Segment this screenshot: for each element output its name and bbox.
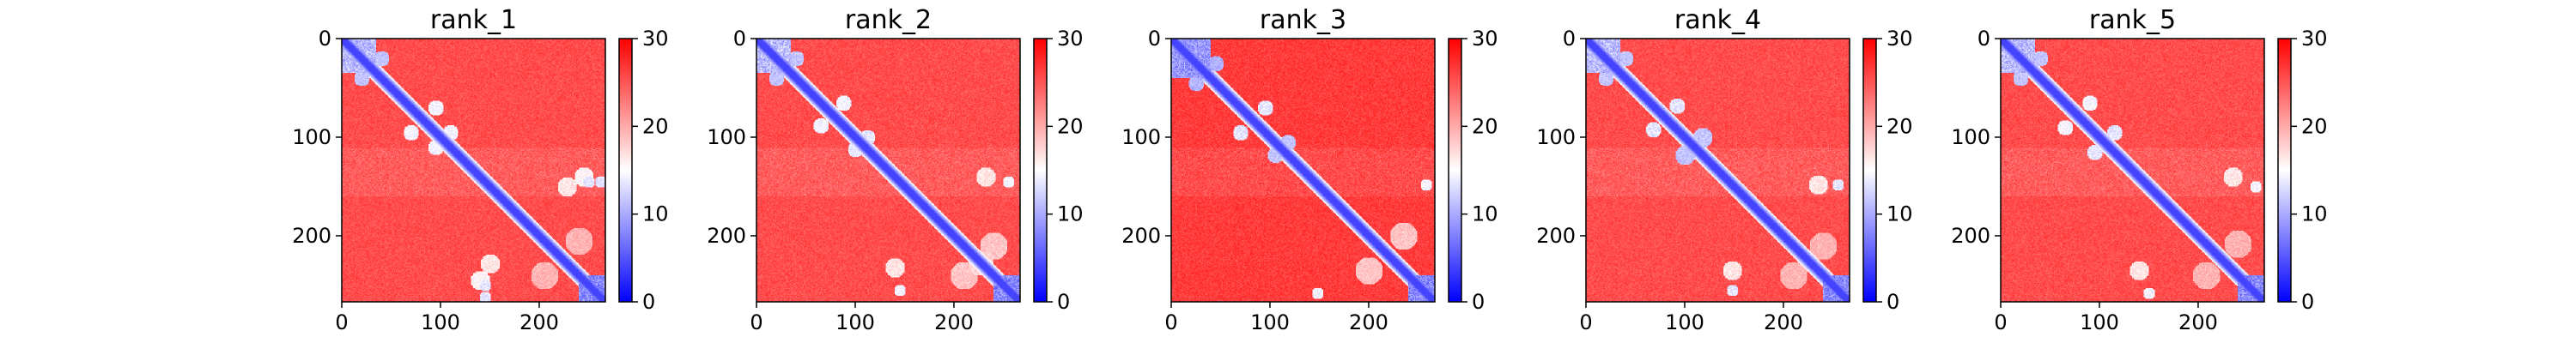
colorbar-tick-label: 30 <box>1886 27 1913 51</box>
colorbar-tick-label: 0 <box>1057 290 1070 314</box>
x-tick-label: 200 <box>1764 310 1803 334</box>
colorbar-tick-label: 0 <box>2301 290 2314 314</box>
colorbar-tick-label: 30 <box>1057 27 1084 51</box>
y-tick-label: 0 <box>1563 27 1576 51</box>
colorbar-frame <box>1448 38 1462 303</box>
colorbar-tick-label: 0 <box>1472 290 1485 314</box>
colorbar-tick-label: 20 <box>1472 114 1498 138</box>
colorbar-tick-label: 10 <box>1472 202 1498 226</box>
heatmap-frame <box>2000 38 2265 303</box>
heatmap-matrix <box>342 39 605 302</box>
colorbar <box>619 39 632 302</box>
heatmap-frame <box>341 38 606 303</box>
colorbar-tick-label: 0 <box>642 290 655 314</box>
colorbar-frame <box>1033 38 1048 303</box>
y-tick-label: 100 <box>707 125 746 149</box>
y-tick-label: 200 <box>707 224 746 248</box>
heatmap-frame <box>1170 38 1436 303</box>
panel-title: rank_1 <box>430 5 517 35</box>
colorbar-tick-label: 10 <box>1886 202 1913 226</box>
heatmap-panel-5: rank_5 0 100 200 0 100 200 0 10 20 30 <box>1951 5 2327 334</box>
x-tick-label: 0 <box>1579 310 1592 334</box>
colorbar-tick-label: 20 <box>1886 114 1913 138</box>
colorbar <box>1449 39 1461 302</box>
y-tick-label: 200 <box>1536 224 1576 248</box>
x-tick-label: 100 <box>835 310 875 334</box>
colorbar-tick-label: 20 <box>2301 114 2328 138</box>
x-tick-label: 200 <box>934 310 974 334</box>
panel-title: rank_5 <box>2089 5 2176 35</box>
panel-title: rank_3 <box>1260 5 1346 35</box>
x-tick-label: 200 <box>2178 310 2218 334</box>
y-tick-label: 100 <box>292 125 331 149</box>
colorbar-frame <box>618 38 633 303</box>
x-tick-label: 0 <box>750 310 762 334</box>
heatmap-frame <box>1585 38 1850 303</box>
x-tick-label: 100 <box>1665 310 1704 334</box>
heatmap-matrix <box>2001 39 2264 302</box>
heatmap-frame <box>756 38 1021 303</box>
heatmap-matrix <box>756 39 1020 302</box>
colorbar <box>1034 39 1047 302</box>
x-tick-label: 200 <box>1349 310 1388 334</box>
colorbar-frame <box>1862 38 1877 303</box>
colorbar <box>1863 39 1876 302</box>
y-tick-label: 0 <box>1978 27 1990 51</box>
y-tick-label: 200 <box>1121 224 1161 248</box>
y-tick-label: 200 <box>292 224 331 248</box>
y-tick-label: 100 <box>1536 125 1576 149</box>
colorbar-tick-label: 30 <box>2301 27 2328 51</box>
colorbar-tick-label: 30 <box>1472 27 1498 51</box>
heatmap-panel-2: rank_2 0 100 200 0 100 200 0 10 20 30 <box>707 5 1083 334</box>
heatmap-matrix <box>1171 39 1435 302</box>
heatmap-panel-3: rank_3 0 100 200 0 100 200 0 10 20 30 <box>1121 5 1498 334</box>
y-tick-label: 0 <box>733 27 746 51</box>
x-tick-label: 100 <box>421 310 460 334</box>
heatmap-panel-4: rank_4 0 100 200 0 100 200 0 10 20 30 <box>1536 5 1912 334</box>
x-tick-label: 100 <box>2080 310 2119 334</box>
colorbar-frame <box>2277 38 2292 303</box>
panel-title: rank_4 <box>1674 5 1761 35</box>
x-tick-label: 0 <box>1164 310 1177 334</box>
y-tick-label: 0 <box>319 27 331 51</box>
colorbar-tick-label: 30 <box>642 27 669 51</box>
colorbar-tick-label: 10 <box>642 202 669 226</box>
colorbar-tick-label: 20 <box>1057 114 1084 138</box>
x-tick-label: 0 <box>335 310 348 334</box>
colorbar-tick-label: 10 <box>2301 202 2328 226</box>
y-tick-label: 200 <box>1951 224 1990 248</box>
colorbar <box>2278 39 2291 302</box>
panel-title: rank_2 <box>845 5 932 35</box>
y-tick-label: 100 <box>1951 125 1990 149</box>
x-tick-label: 0 <box>1994 310 2007 334</box>
x-tick-label: 200 <box>519 310 559 334</box>
x-tick-label: 100 <box>1250 310 1290 334</box>
colorbar-tick-label: 10 <box>1057 202 1084 226</box>
y-tick-label: 0 <box>1148 27 1161 51</box>
heatmap-panel-1: rank_1 0 100 200 0 100 200 0 10 20 30 <box>292 5 668 334</box>
colorbar-tick-label: 0 <box>1886 290 1899 314</box>
heatmap-matrix <box>1586 39 1850 302</box>
y-tick-label: 100 <box>1121 125 1161 149</box>
colorbar-tick-label: 20 <box>642 114 669 138</box>
